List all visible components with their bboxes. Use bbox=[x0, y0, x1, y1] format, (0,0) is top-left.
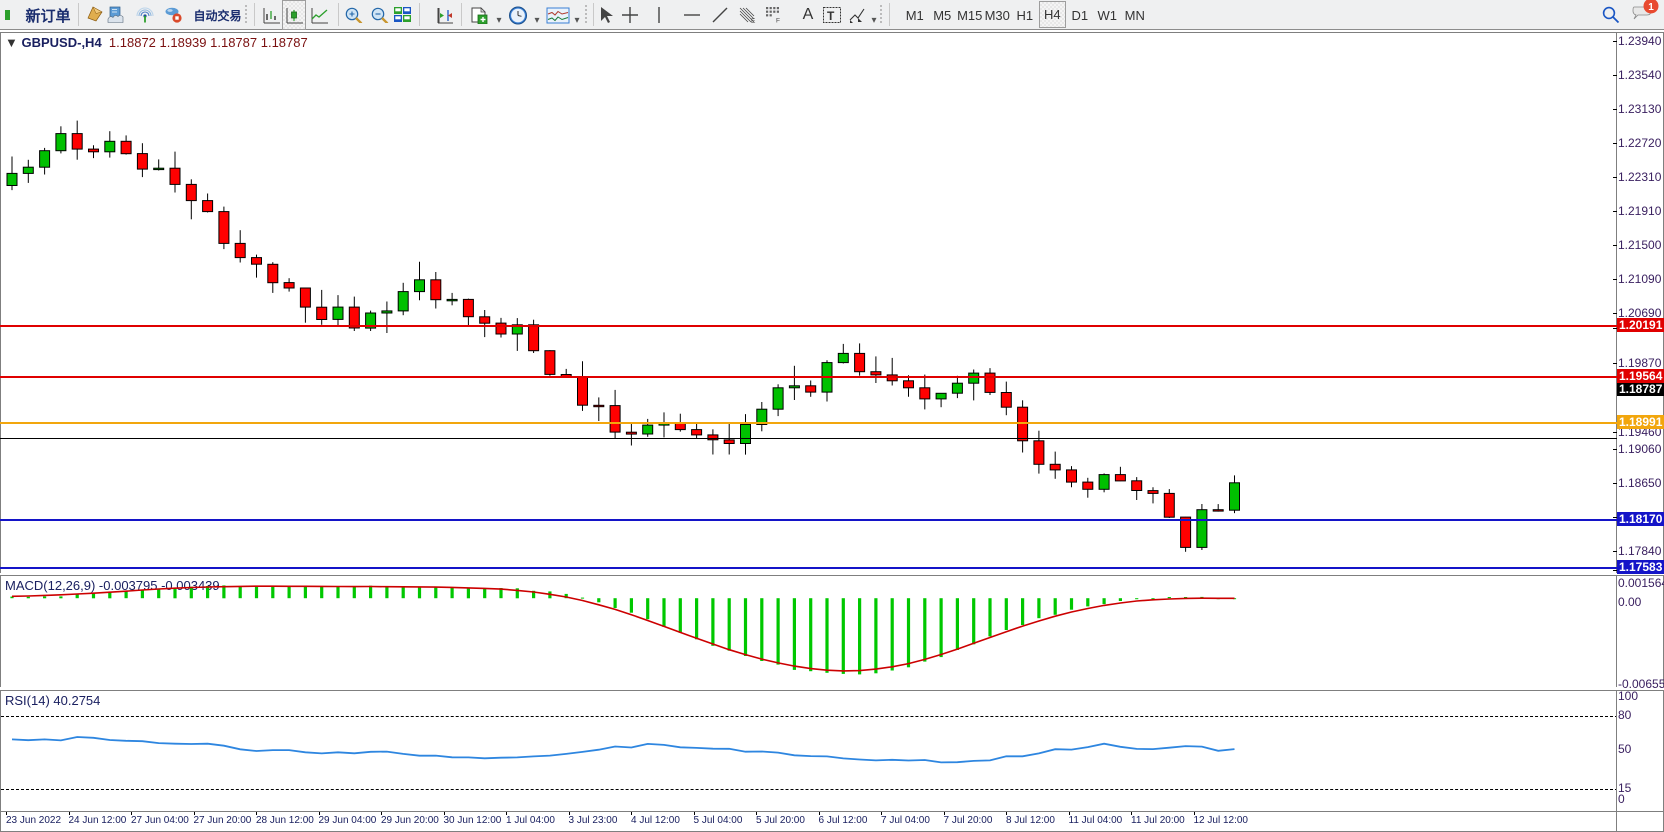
svg-text:T: T bbox=[827, 9, 835, 23]
svg-text:F: F bbox=[776, 18, 780, 24]
svg-text:E: E bbox=[751, 18, 756, 24]
svg-text:1: 1 bbox=[1648, 2, 1654, 13]
